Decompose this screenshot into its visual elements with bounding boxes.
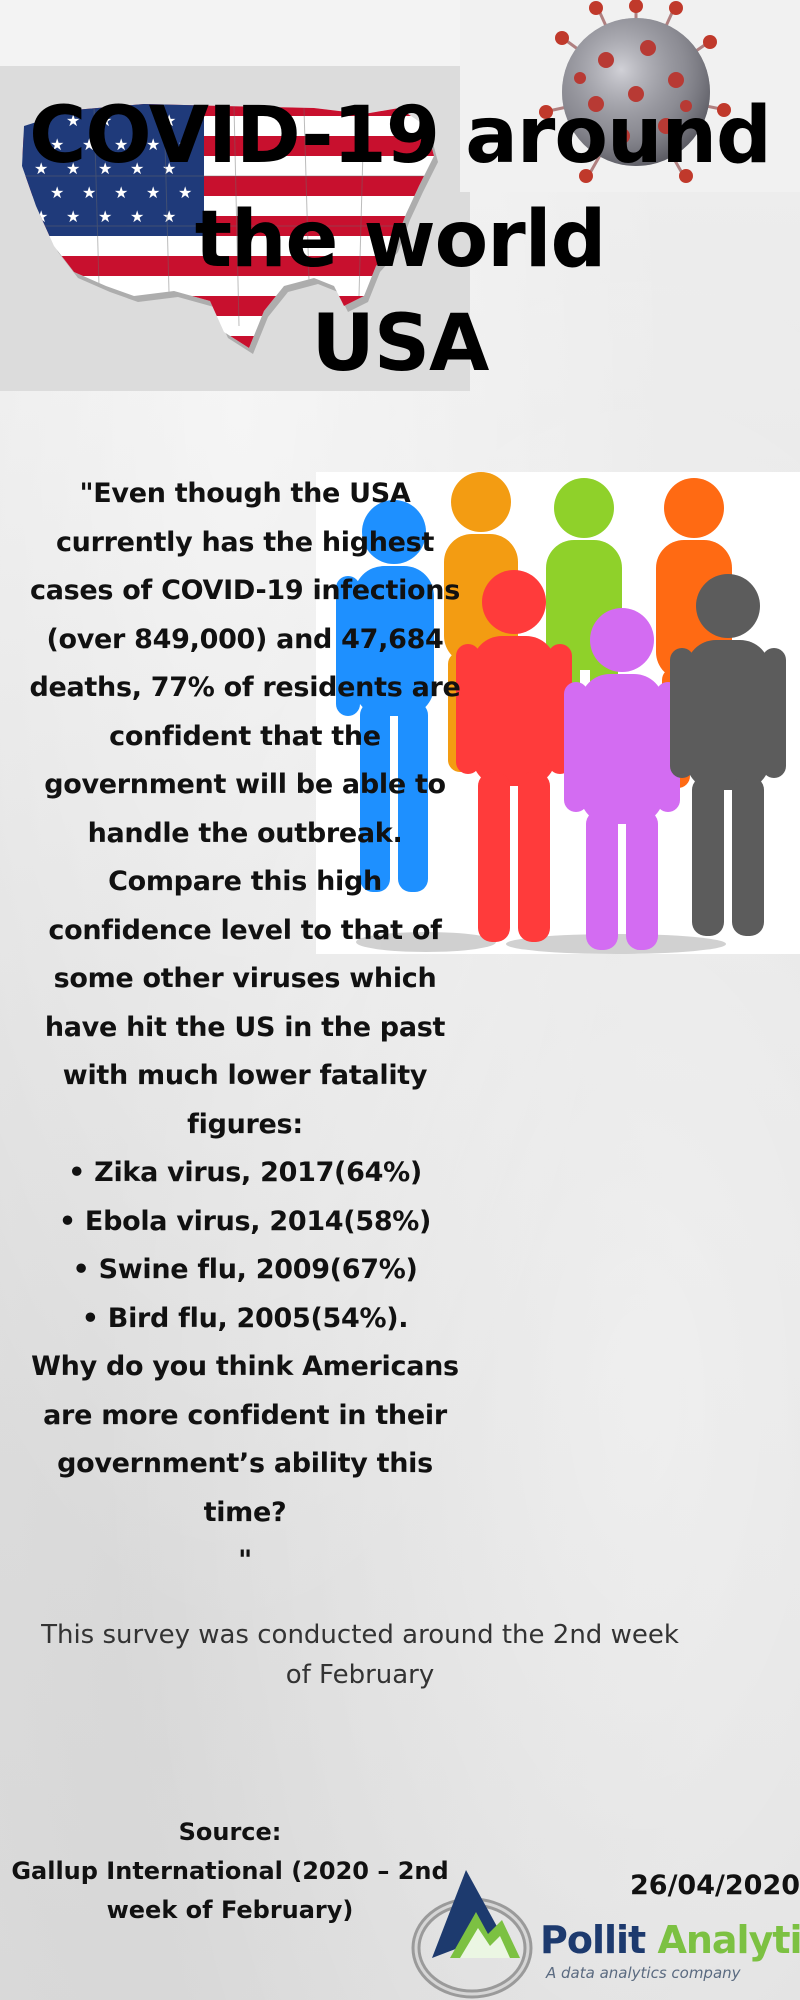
body-line: figures: bbox=[187, 1108, 303, 1140]
svg-text:★: ★ bbox=[162, 111, 176, 130]
body-line: deaths, 77% of residents are bbox=[29, 672, 461, 703]
body-line: "Even though the USA bbox=[79, 478, 411, 509]
virus-list-item: • Swine flu, 2009(67%) bbox=[72, 1254, 418, 1285]
svg-text:★: ★ bbox=[114, 183, 128, 202]
svg-text:★: ★ bbox=[82, 135, 96, 154]
svg-text:★: ★ bbox=[178, 135, 192, 154]
body-line: with much lower fatality bbox=[62, 1060, 428, 1091]
source-line-1: Gallup International (2020 – 2nd bbox=[11, 1857, 449, 1885]
source-line-2: week of February) bbox=[106, 1896, 354, 1924]
svg-text:★: ★ bbox=[130, 111, 144, 130]
svg-text:★: ★ bbox=[178, 183, 192, 202]
source-citation: Source: Gallup International (2020 – 2nd… bbox=[0, 1813, 460, 1930]
publish-date: 26/04/2020 bbox=[630, 1870, 800, 1901]
svg-text:★: ★ bbox=[114, 135, 128, 154]
body-line: are more confident in their bbox=[43, 1399, 447, 1431]
coronavirus-icon bbox=[539, 0, 731, 183]
svg-text:★: ★ bbox=[146, 135, 160, 154]
pollit-analytics-logo-icon bbox=[411, 1870, 533, 1999]
brand-name-part-1: Pollit bbox=[540, 1918, 646, 1962]
svg-text:★: ★ bbox=[66, 207, 80, 226]
colorful-people-icon bbox=[336, 472, 786, 954]
body-line: (over 849,000) and 47,684 bbox=[46, 623, 444, 655]
virus-list-item: • Bird flu, 2005(54%). bbox=[81, 1302, 409, 1334]
virus-list-item: • Zika virus, 2017(64%) bbox=[68, 1157, 422, 1188]
svg-text:★: ★ bbox=[66, 159, 80, 178]
svg-text:★: ★ bbox=[98, 159, 112, 178]
body-line: government’s ability this bbox=[57, 1448, 433, 1479]
svg-text:★: ★ bbox=[146, 183, 160, 202]
quote-body: "Even though the USA currently has the h… bbox=[6, 470, 484, 1586]
svg-text:★: ★ bbox=[82, 183, 96, 202]
svg-text:★: ★ bbox=[50, 183, 64, 202]
body-line: cases of COVID-19 infections bbox=[30, 575, 460, 606]
source-label: Source: bbox=[178, 1818, 282, 1846]
brand-name-part-2: Analytics bbox=[657, 1918, 800, 1962]
body-line: government will be able to bbox=[44, 769, 446, 800]
virus-list-item: • Ebola virus, 2014(58%) bbox=[58, 1205, 432, 1237]
page-title: COVID-19 around the world USA bbox=[0, 84, 800, 396]
brand-tagline: A data analytics company bbox=[546, 1964, 741, 1982]
body-line: confident that the bbox=[109, 720, 381, 752]
brand-name: Pollit Analytics bbox=[540, 1918, 800, 1962]
body-line: Compare this high bbox=[108, 866, 382, 897]
survey-note-line-1: This survey was conducted around the 2nd… bbox=[41, 1620, 679, 1650]
svg-text:★: ★ bbox=[162, 207, 176, 226]
body-line: Why do you think Americans bbox=[31, 1351, 459, 1382]
survey-note-line-2: of February bbox=[285, 1660, 435, 1690]
svg-text:★: ★ bbox=[98, 207, 112, 226]
svg-text:★: ★ bbox=[130, 159, 144, 178]
body-line: have hit the US in the past bbox=[44, 1011, 446, 1043]
body-line: confidence level to that of bbox=[48, 914, 442, 946]
title-line-1: COVID-19 around bbox=[29, 91, 772, 181]
svg-text:★: ★ bbox=[50, 135, 64, 154]
title-line-2: the world bbox=[194, 195, 607, 285]
svg-text:★: ★ bbox=[34, 159, 48, 178]
body-line: handle the outbreak. bbox=[87, 817, 403, 849]
title-line-3: USA bbox=[311, 299, 490, 389]
closing-quote: " bbox=[238, 1545, 252, 1576]
body-line: currently has the highest bbox=[55, 526, 435, 558]
usa-flag-map-icon: ★ ★ ★ ★ ★ ★ ★ ★ ★ ★ ★ ★ ★ ★ ★ ★ ★ ★ ★ ★ ★ ★ ★ ★ ★ bbox=[22, 104, 438, 354]
svg-text:★: ★ bbox=[162, 159, 176, 178]
svg-text:★: ★ bbox=[98, 111, 112, 130]
body-line: some other viruses which bbox=[53, 963, 437, 994]
svg-text:★: ★ bbox=[130, 207, 144, 226]
survey-note: This survey was conducted around the 2nd… bbox=[0, 1615, 720, 1695]
svg-text:★: ★ bbox=[66, 111, 80, 130]
body-line: time? bbox=[203, 1496, 287, 1528]
